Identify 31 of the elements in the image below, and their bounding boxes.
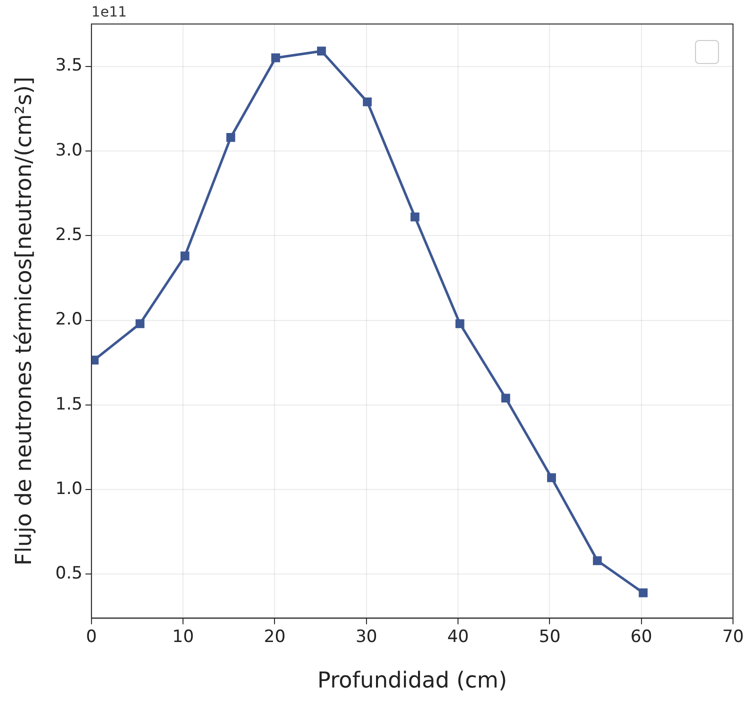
- x-tick-label: 60: [630, 626, 652, 647]
- y-tick-label: 2.5: [55, 225, 82, 246]
- y-tick-label: 1.5: [55, 394, 82, 414]
- point: [547, 473, 556, 482]
- y-tick-label: 3.5: [55, 56, 82, 76]
- point: [362, 97, 372, 106]
- point: [592, 556, 602, 566]
- y-tick-label: 3.0: [55, 140, 82, 160]
- point: [180, 251, 190, 260]
- y-tick-label: 0.5: [55, 564, 82, 584]
- y-tick-label: 1.0: [55, 478, 82, 499]
- point: [317, 46, 326, 56]
- point: [91, 356, 99, 364]
- x-axis-title: Profundidad (cm): [317, 668, 508, 694]
- y-axis-title: Flujo de neutrones térmicos[neutron/(cm²s)]: [12, 76, 37, 566]
- x-tick-label: 20: [264, 626, 286, 647]
- point: [410, 212, 420, 222]
- point: [136, 319, 144, 328]
- point: [501, 394, 510, 403]
- x-tick-label: 30: [356, 626, 378, 647]
- x-tick-label: 70: [722, 626, 744, 647]
- x-tick-label: 0: [86, 626, 97, 647]
- y-tick-label: 2.0: [55, 310, 82, 330]
- point: [638, 588, 648, 598]
- point: [271, 53, 280, 62]
- x-tick-label: 10: [172, 626, 194, 647]
- text: 1e11: [91, 4, 127, 21]
- point: [226, 132, 236, 142]
- x-tick-label: 40: [447, 626, 469, 647]
- point: [455, 319, 464, 328]
- x-tick-label: 50: [538, 626, 561, 647]
